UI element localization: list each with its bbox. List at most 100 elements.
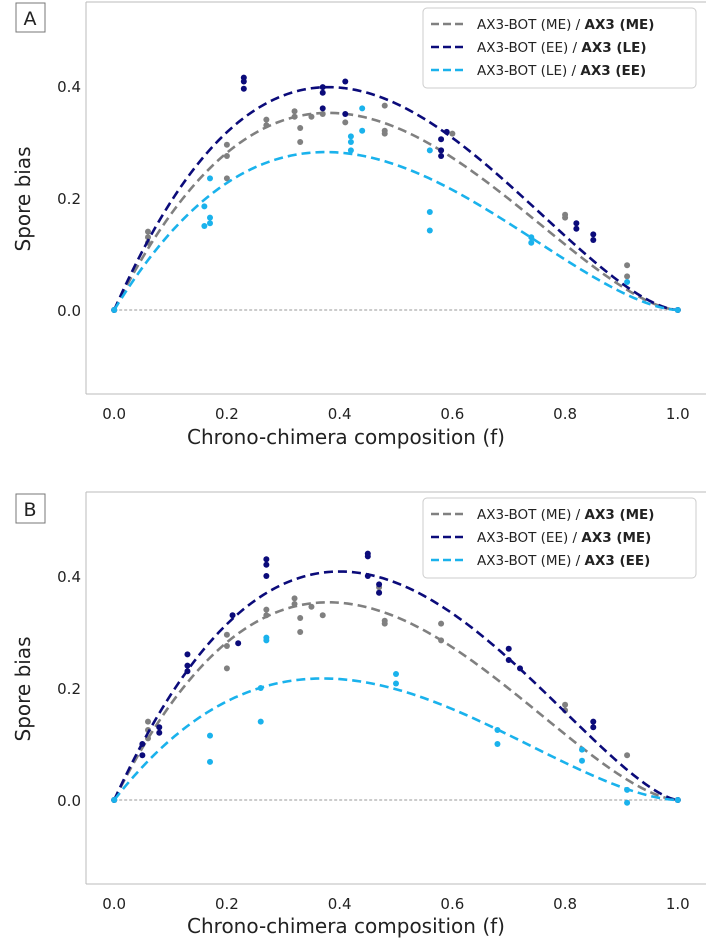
data-point xyxy=(347,139,354,145)
data-point xyxy=(624,273,631,280)
data-point xyxy=(223,153,230,159)
data-point xyxy=(263,122,270,129)
data-point xyxy=(111,797,118,803)
data-point xyxy=(223,665,230,672)
y-tick-label: 0.2 xyxy=(57,680,81,698)
data-point xyxy=(207,214,213,221)
y-axis-label: Spore bias xyxy=(11,637,35,742)
data-point xyxy=(291,595,298,602)
legend-entry: AX3-BOT (LE) / AX3 (EE) xyxy=(477,63,646,79)
data-point xyxy=(139,741,146,747)
legend-entry-bold: AX3 (ME) xyxy=(585,507,655,523)
x-tick-label: 0.6 xyxy=(440,405,464,423)
data-point xyxy=(319,89,326,96)
data-point xyxy=(528,239,535,246)
panel-label: A xyxy=(24,8,37,30)
data-point xyxy=(573,225,580,232)
data-point xyxy=(505,645,512,652)
data-point xyxy=(624,262,631,269)
data-point xyxy=(229,612,236,619)
data-point xyxy=(207,732,213,739)
data-point xyxy=(494,741,501,747)
data-point xyxy=(263,606,270,613)
data-point xyxy=(184,662,191,669)
panel-label-box xyxy=(15,493,46,524)
x-tick-label: 0.2 xyxy=(215,895,239,913)
fit-curve xyxy=(113,111,678,312)
data-point xyxy=(438,620,445,627)
x-tick-label: 0.0 xyxy=(102,895,126,913)
panel-b: B0.0 0.2 0.4 0.6 0.8 1.00.00.20.4Chrono-chime… xyxy=(11,491,706,938)
data-point xyxy=(257,718,264,725)
data-point xyxy=(184,668,191,675)
data-point xyxy=(319,111,326,117)
legend-entry: AX3-BOT (ME) / AX3 (EE) xyxy=(477,553,650,569)
data-point xyxy=(364,553,371,560)
panel-a: A 0.0 0.2 0.4 0.6 0.8 1.0 0.0 0.2 0.4 Chrono-chime… xyxy=(11,1,706,449)
data-point xyxy=(319,105,326,112)
data-point xyxy=(257,685,264,691)
data-point xyxy=(505,657,512,663)
data-point xyxy=(624,752,631,759)
data-point xyxy=(449,130,456,137)
legend-entry-bold: AX3 (ME) xyxy=(581,530,651,546)
data-point xyxy=(590,724,597,731)
data-point xyxy=(291,601,298,607)
x-tick-label: 1.0 xyxy=(666,405,690,423)
legend-entry-bold: AX3 (EE) xyxy=(585,553,651,569)
data-point xyxy=(319,84,326,91)
data-point xyxy=(674,797,681,803)
data-point xyxy=(223,175,230,182)
legend-entry-plain: AX3-BOT (ME) / xyxy=(477,553,585,569)
data-point xyxy=(291,108,298,115)
data-point xyxy=(263,637,270,644)
data-point xyxy=(111,307,118,313)
data-point xyxy=(184,651,191,658)
data-point xyxy=(624,786,631,793)
data-point xyxy=(590,718,597,725)
data-point xyxy=(291,113,298,120)
data-point xyxy=(624,279,631,285)
x-tick-label: 0.8 xyxy=(553,895,577,913)
x-tick-label: 0.4 xyxy=(328,895,352,913)
data-point xyxy=(674,307,681,313)
data-point xyxy=(494,727,501,733)
data-point xyxy=(590,231,597,238)
data-point xyxy=(426,147,433,154)
data-point xyxy=(319,612,326,619)
data-point xyxy=(263,116,270,123)
data-point xyxy=(235,640,242,647)
data-point xyxy=(443,128,450,135)
data-point xyxy=(223,631,230,638)
x-tick-label: 0.8 xyxy=(553,405,577,423)
legend-entry-bold: AX3 (ME) xyxy=(585,17,655,33)
data-point xyxy=(528,234,535,241)
data-point xyxy=(145,228,151,235)
data-point xyxy=(297,125,304,131)
fit-curve xyxy=(113,601,678,802)
data-point xyxy=(347,147,354,154)
data-point xyxy=(145,718,151,725)
legend-entry-plain: AX3-BOT (ME) / xyxy=(477,17,585,33)
panel-label: B xyxy=(23,499,36,521)
x-tick-label: 1.0 xyxy=(666,895,690,913)
data-point xyxy=(376,581,383,588)
y-tick-label: 0.0 xyxy=(57,792,81,810)
data-point xyxy=(381,102,388,109)
legend-box xyxy=(422,7,697,89)
data-point xyxy=(359,105,366,112)
data-point xyxy=(139,752,146,759)
data-point xyxy=(393,671,399,677)
data-point xyxy=(342,111,349,117)
data-point xyxy=(297,615,304,621)
legend-entry-plain: AX3-BOT (EE) / xyxy=(477,530,581,546)
legend-entry-plain: AX3-BOT (ME) / xyxy=(477,507,585,523)
data-point xyxy=(263,556,270,563)
data-point xyxy=(207,220,213,227)
y-axis-label: Spore bias xyxy=(11,147,35,252)
y-tick-label: 0.4 xyxy=(57,568,81,586)
data-point xyxy=(381,127,388,134)
data-point xyxy=(438,136,445,143)
data-point xyxy=(297,139,304,145)
